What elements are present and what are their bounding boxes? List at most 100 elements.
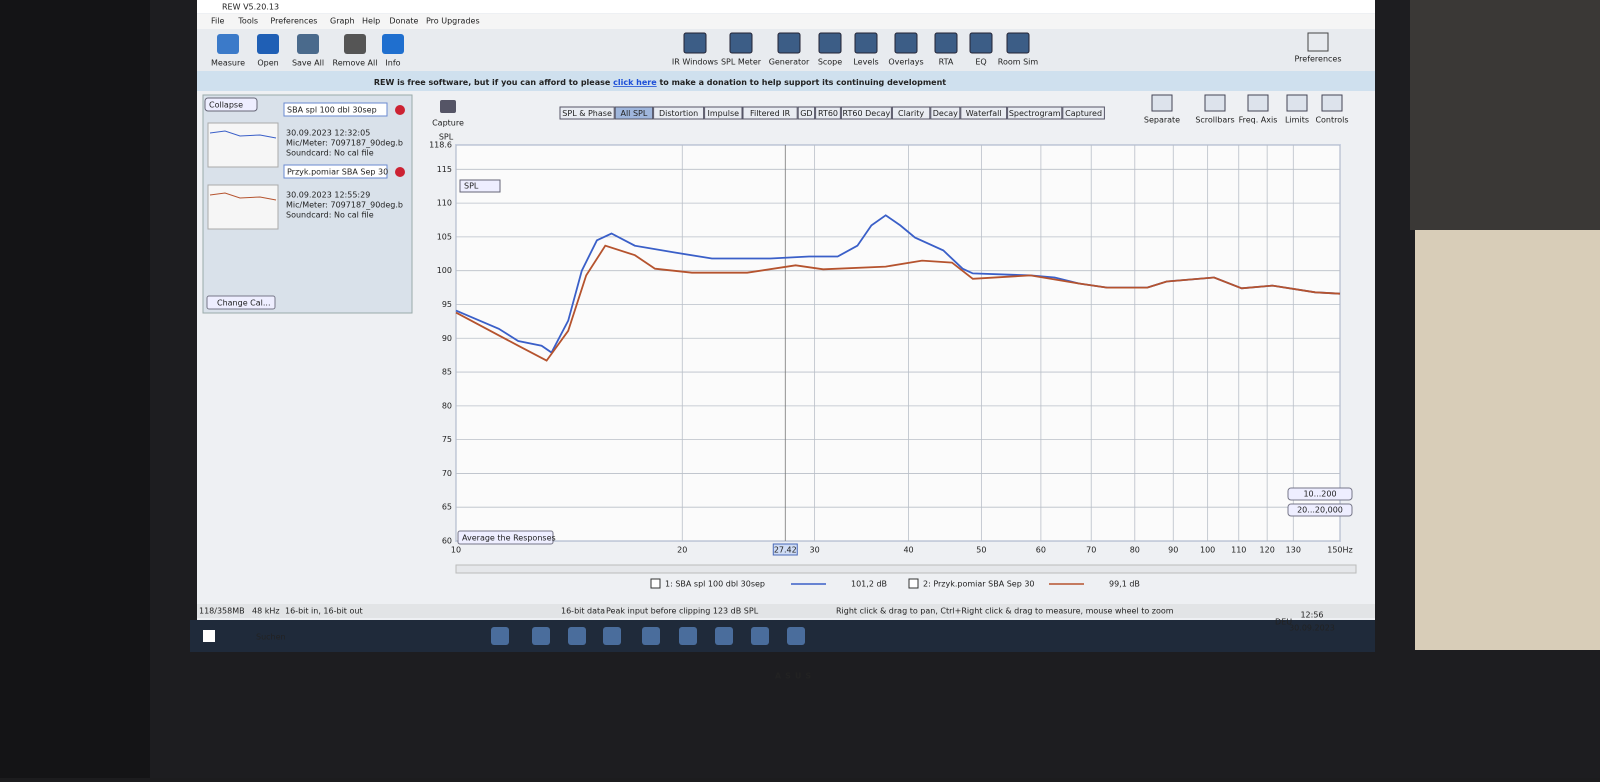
toolbar-button[interactable]: Levels (853, 58, 878, 67)
tab[interactable] (840, 106, 892, 120)
toolbar-button[interactable]: IR Windows (672, 58, 718, 67)
graph-control-icon[interactable] (1204, 94, 1226, 112)
range-button-label[interactable]: 10...200 (1303, 490, 1336, 499)
tab-label[interactable]: SPL & Phase (562, 109, 612, 118)
remove-measurement[interactable] (395, 167, 405, 177)
toolbar-icon[interactable] (344, 34, 366, 54)
search-box[interactable]: Suchen (256, 633, 286, 642)
menu-item[interactable]: Preferences (270, 17, 317, 26)
graph-control-icon[interactable] (1247, 94, 1269, 112)
legend-checkbox[interactable] (908, 578, 919, 589)
toolbar-icon[interactable] (854, 32, 878, 54)
measurement-name-box[interactable] (283, 164, 388, 179)
thumbnail[interactable] (207, 122, 279, 168)
taskbar-app[interactable] (715, 627, 733, 645)
tab[interactable] (614, 106, 654, 120)
tab-label[interactable]: Spectrogram (1009, 109, 1061, 118)
tab-label[interactable]: Clarity (898, 109, 924, 118)
menu-item[interactable]: Help (362, 17, 380, 26)
tab-label[interactable]: Filtered IR (750, 109, 791, 118)
taskbar-app[interactable] (787, 627, 805, 645)
tab[interactable] (1007, 106, 1063, 120)
change-cal-label[interactable]: Change Cal... (217, 299, 271, 308)
menu-item[interactable]: Tools (237, 17, 258, 26)
graph-control-icon[interactable] (1321, 94, 1343, 112)
toolbar-icon[interactable] (934, 32, 958, 54)
tab-label[interactable]: Decay (933, 109, 958, 118)
menu-item[interactable]: File (211, 17, 224, 26)
tab-label[interactable]: RT60 Decay (843, 109, 891, 118)
menu-item[interactable]: Donate (389, 17, 418, 26)
graph-control-icon[interactable] (1151, 94, 1173, 112)
toolbar-icon[interactable] (683, 32, 707, 54)
tab-label[interactable]: Captured (1065, 109, 1102, 118)
tab[interactable] (797, 106, 816, 120)
legend-checkbox[interactable] (650, 578, 661, 589)
toolbar-button[interactable]: EQ (975, 58, 986, 67)
toolbar-icon[interactable] (969, 32, 993, 54)
tab[interactable] (891, 106, 931, 120)
collapse-button[interactable] (204, 97, 258, 112)
start-button[interactable] (203, 630, 215, 642)
tab[interactable] (815, 106, 841, 120)
taskbar-app[interactable] (491, 627, 509, 645)
menu-item[interactable]: Graph (330, 17, 355, 26)
scrollbar[interactable] (455, 564, 1357, 574)
thumbnail[interactable] (207, 184, 279, 230)
graph-control-icon[interactable] (1286, 94, 1308, 112)
taskbar-app[interactable] (603, 627, 621, 645)
spl-dropdown[interactable] (459, 179, 501, 193)
tab-label[interactable]: RT60 (818, 109, 838, 118)
range-button[interactable] (1287, 503, 1353, 517)
toolbar-button[interactable]: Scope (818, 58, 842, 67)
toolbar-button[interactable]: Open (257, 59, 278, 68)
toolbar-icon[interactable] (257, 34, 279, 54)
graph-control-label[interactable]: Limits (1285, 116, 1309, 125)
average-button[interactable] (457, 530, 554, 545)
toolbar-icon[interactable] (818, 32, 842, 54)
toolbar-button[interactable]: Generator (769, 58, 810, 67)
toolbar-button[interactable]: SPL Meter (721, 58, 762, 67)
toolbar-button[interactable]: Save All (292, 59, 324, 68)
taskbar-app[interactable] (751, 627, 769, 645)
graph-control-label[interactable]: Controls (1315, 116, 1348, 125)
measurement-name-box[interactable] (283, 102, 388, 117)
average-button-label[interactable]: Average the Responses (462, 534, 556, 543)
taskbar-app[interactable] (642, 627, 660, 645)
tab-label[interactable]: Distortion (659, 109, 698, 118)
tab-label[interactable]: Impulse (707, 109, 739, 118)
tab[interactable] (960, 106, 1008, 120)
change-cal-button[interactable] (206, 295, 276, 310)
toolbar-button[interactable]: Overlays (888, 58, 923, 67)
taskbar-app[interactable] (679, 627, 697, 645)
range-button-label[interactable]: 20...20,000 (1297, 506, 1343, 515)
tab[interactable] (653, 106, 705, 120)
capture-label[interactable]: Capture (432, 119, 464, 128)
toolbar-button[interactable]: Remove All (333, 59, 378, 68)
toolbar-button[interactable]: Info (385, 59, 400, 68)
toolbar-icon[interactable] (777, 32, 801, 54)
tab[interactable] (1062, 106, 1105, 120)
tab-label[interactable]: All SPL (620, 109, 647, 118)
toolbar-button[interactable]: Measure (211, 59, 245, 68)
tab[interactable] (930, 106, 961, 120)
taskbar-app[interactable] (568, 627, 586, 645)
toolbar-icon[interactable] (217, 34, 239, 54)
toolbar-button[interactable]: Room Sim (998, 58, 1039, 67)
tab[interactable] (704, 106, 743, 120)
graph-control-label[interactable]: Separate (1144, 116, 1180, 125)
range-button[interactable] (1287, 487, 1353, 501)
toolbar-button[interactable]: RTA (939, 58, 954, 67)
toolbar-icon[interactable] (382, 34, 404, 54)
graph-control-label[interactable]: Freq. Axis (1239, 116, 1278, 125)
toolbar-icon[interactable] (297, 34, 319, 54)
collapse-button-label[interactable]: Collapse (209, 101, 243, 110)
tab[interactable] (742, 106, 798, 120)
toolbar-button[interactable]: Preferences (1294, 55, 1341, 64)
spl-dropdown-label[interactable]: SPL (464, 182, 479, 191)
tab[interactable] (559, 106, 615, 120)
menu-item[interactable]: Pro Upgrades (426, 17, 480, 26)
remove-measurement[interactable] (395, 105, 405, 115)
toolbar-icon[interactable] (1307, 32, 1329, 52)
graph-control-label[interactable]: Scrollbars (1195, 116, 1234, 125)
